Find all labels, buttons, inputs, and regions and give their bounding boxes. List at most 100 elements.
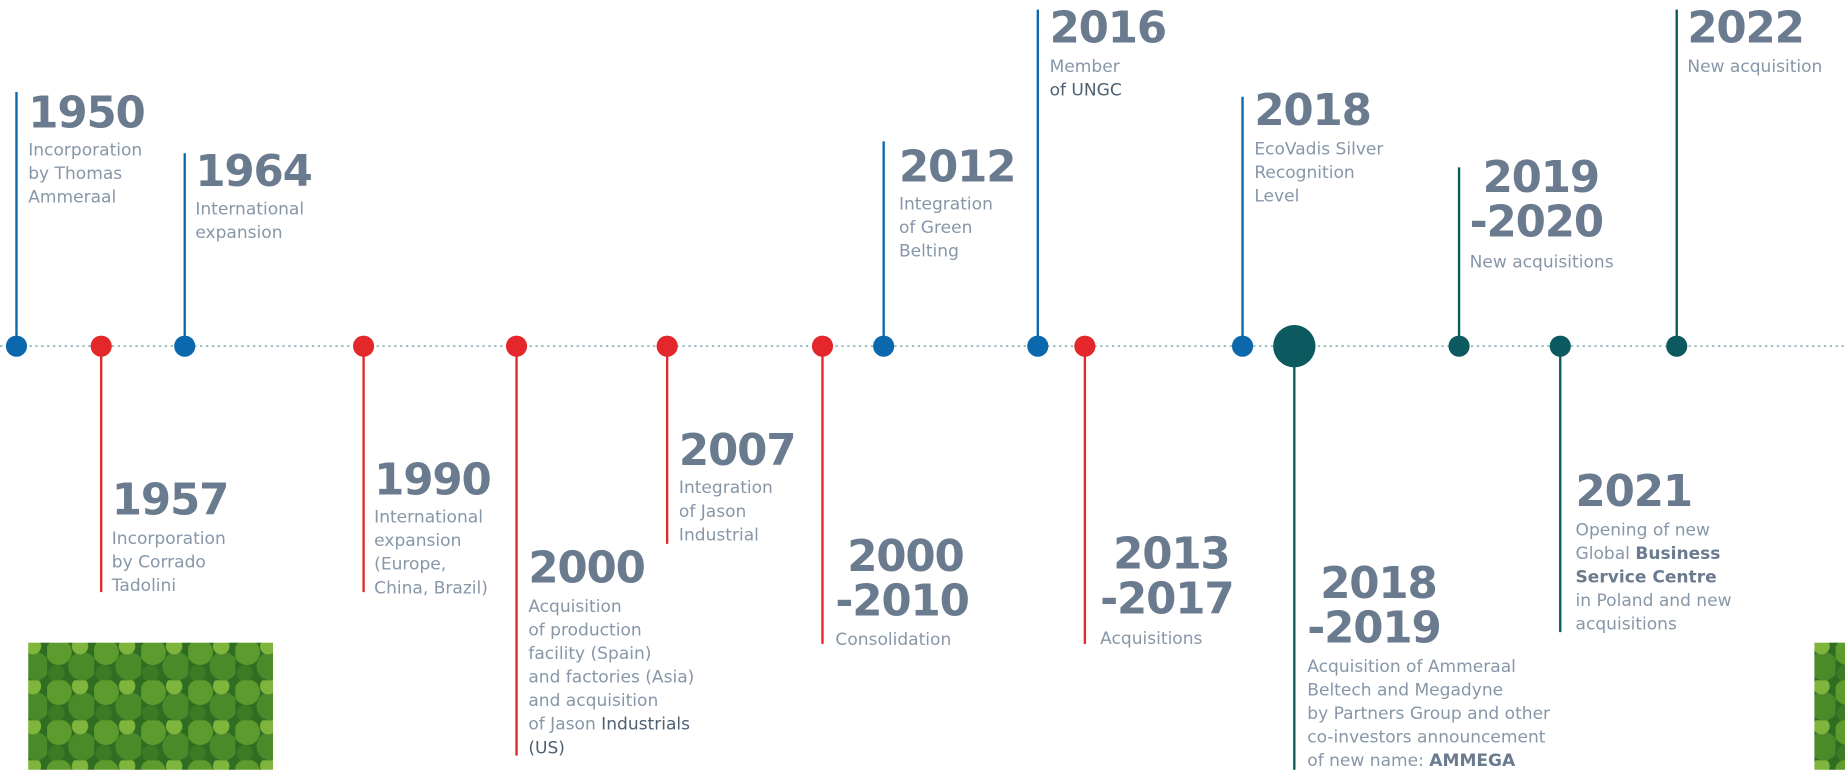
- text-segment: of Jason: [528, 715, 601, 735]
- event-description: New acquisition: [1687, 57, 1822, 77]
- text-segment: and factories (Asia): [528, 668, 694, 688]
- text-segment: by Thomas: [28, 164, 122, 184]
- event-dot: [1550, 336, 1571, 357]
- event-description: expansion: [374, 531, 461, 551]
- text-segment: Industrial: [679, 525, 759, 545]
- forest-photo: [1814, 643, 1845, 770]
- event-description: of Jason: [679, 502, 746, 522]
- event-dot: [873, 336, 894, 357]
- event-description: Consolidation: [835, 630, 951, 650]
- text-segment: expansion: [374, 531, 461, 551]
- text-segment: Business: [1635, 544, 1720, 564]
- event-dot: [91, 336, 112, 357]
- text-segment: International: [195, 199, 304, 219]
- text-segment: Industrials: [601, 715, 690, 735]
- event-description: of new name: AMMEGA: [1307, 751, 1516, 770]
- event-dot: [1273, 325, 1315, 367]
- text-segment: Consolidation: [835, 630, 951, 650]
- event-year: 1964: [195, 147, 311, 197]
- event-description: Level: [1254, 186, 1299, 206]
- event-description: EcoVadis Silver: [1254, 139, 1384, 159]
- event-dot: [174, 336, 195, 357]
- event-year: 2013: [1113, 530, 1229, 580]
- event-description: Member: [1050, 57, 1121, 77]
- event-dot: [1232, 336, 1253, 357]
- event-description: Acquisition: [528, 597, 621, 617]
- event-description: Belting: [899, 242, 959, 262]
- event-dot: [657, 336, 678, 357]
- event-description: Tadolini: [111, 576, 176, 596]
- text-segment: New acquisition: [1687, 57, 1822, 77]
- event-description: Acquisition of Ammeraal: [1307, 657, 1516, 677]
- text-segment: Level: [1254, 186, 1299, 206]
- event-description: Incorporation: [28, 141, 142, 161]
- text-segment: Acquisitions: [1100, 629, 1202, 649]
- event-year: 2018: [1254, 86, 1370, 136]
- text-segment: Tadolini: [111, 576, 176, 596]
- text-segment: Member: [1050, 57, 1121, 77]
- text-segment: acquisitions: [1576, 615, 1677, 635]
- text-segment: of new name:: [1307, 751, 1429, 770]
- event-year: -2020: [1470, 198, 1603, 248]
- event-dot: [1027, 336, 1048, 357]
- event-year: 2000: [847, 532, 963, 582]
- text-segment: Integration: [899, 195, 993, 215]
- text-segment: International: [374, 508, 483, 528]
- events: 1950 Incorporation by Thomas Ammeraal 1957 In…: [6, 4, 1823, 770]
- event-description: by Partners Group and other: [1307, 704, 1551, 724]
- event-description: Service Centre: [1576, 568, 1717, 588]
- event-year: 1990: [374, 455, 490, 505]
- event-description: Integration: [679, 478, 773, 498]
- event-dot: [6, 336, 27, 357]
- event-year: 2021: [1576, 467, 1692, 517]
- event-description: Industrial: [679, 525, 759, 545]
- event-description: of Jason Industrials: [528, 715, 690, 735]
- text-segment: Global: [1576, 544, 1636, 564]
- event-dot: [812, 336, 833, 357]
- event-description: Acquisitions: [1100, 629, 1202, 649]
- event-year: 1957: [112, 475, 228, 525]
- text-segment: co-investors announcement: [1307, 728, 1546, 748]
- text-segment: of production: [528, 621, 641, 641]
- event-description: and factories (Asia): [528, 668, 694, 688]
- event-year: 1950: [28, 88, 144, 138]
- event-dot: [353, 336, 374, 357]
- text-segment: Service Centre: [1576, 568, 1717, 588]
- event-description: International: [195, 199, 304, 219]
- event-description: Integration: [899, 195, 993, 215]
- event-description: (Europe,: [374, 555, 446, 575]
- text-segment: (US): [528, 738, 565, 758]
- text-segment: of Jason: [679, 502, 746, 522]
- event-description: New acquisitions: [1470, 252, 1614, 272]
- text-segment: Ammeraal: [28, 188, 116, 208]
- event-dot: [506, 336, 527, 357]
- event-description: (US): [528, 738, 565, 758]
- forest-photo: [28, 643, 273, 770]
- event-description: acquisitions: [1576, 615, 1677, 635]
- event-description: Opening of new: [1576, 521, 1710, 541]
- text-segment: Incorporation: [28, 141, 142, 161]
- text-segment: and acquisition: [528, 691, 658, 711]
- text-segment: Integration: [679, 478, 773, 498]
- event-year: 2016: [1050, 4, 1166, 54]
- event-description: expansion: [195, 223, 282, 243]
- event-description: Beltech and Megadyne: [1307, 681, 1503, 701]
- text-segment: Belting: [899, 242, 959, 262]
- text-segment: Recognition: [1254, 163, 1354, 183]
- event-description: of Green: [899, 218, 972, 238]
- event-dot: [1448, 336, 1469, 357]
- text-segment: expansion: [195, 223, 282, 243]
- text-segment: Incorporation: [112, 529, 226, 549]
- text-segment: AMMEGA: [1429, 751, 1516, 770]
- event-year: 2000: [528, 544, 644, 594]
- event-description: by Thomas: [28, 164, 122, 184]
- event-description: in Poland and new: [1576, 591, 1732, 611]
- event-description: and acquisition: [528, 691, 658, 711]
- event-description: Global Business: [1576, 544, 1721, 564]
- event-year: 2022: [1687, 4, 1803, 54]
- text-segment: Opening of new: [1576, 521, 1710, 541]
- text-segment: of UNGC: [1050, 81, 1122, 101]
- text-segment: facility (Spain): [528, 644, 651, 664]
- event-description: International: [374, 508, 483, 528]
- text-segment: of Green: [899, 218, 972, 238]
